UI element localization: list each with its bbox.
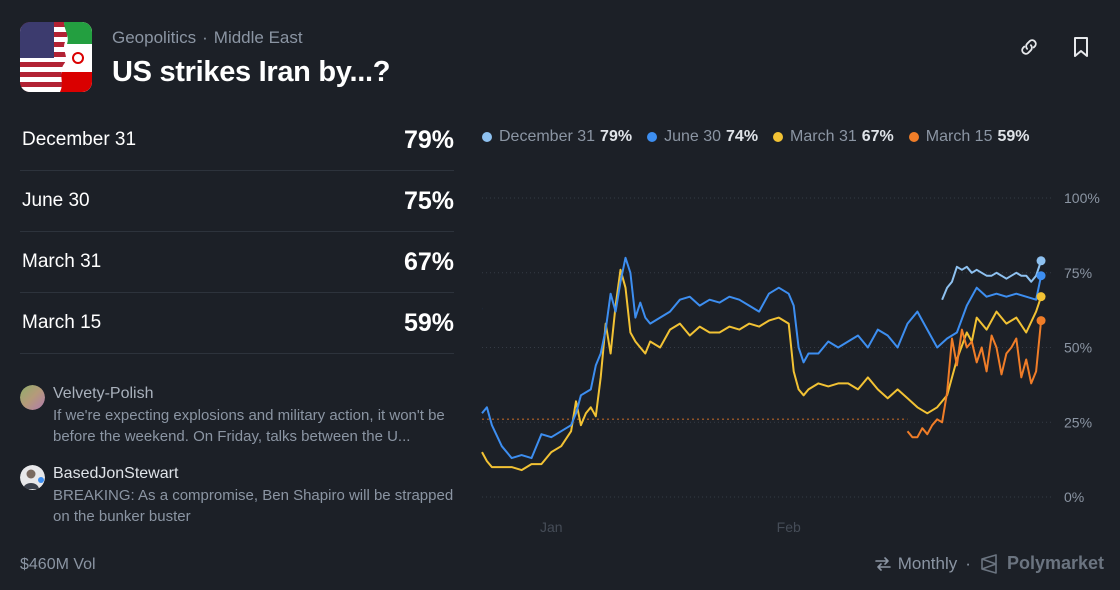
link-icon <box>1021 39 1037 55</box>
legend-value: 59% <box>997 128 1030 145</box>
outcome-probability: 59% <box>403 308 454 337</box>
legend-name: March 15 <box>925 128 993 145</box>
outcome-probability: 79% <box>403 125 454 154</box>
series-end-point <box>1036 316 1046 326</box>
outcome-name: March 15 <box>22 312 102 333</box>
comment-item[interactable]: BasedJonStewart BREAKING: As a compromis… <box>20 463 454 527</box>
comment-text: BREAKING: As a compromise, Ben Shapiro w… <box>53 487 454 525</box>
comment-text: If we're expecting explosions and milita… <box>53 407 445 445</box>
outcome-row-march-31[interactable]: March 31 67% <box>20 232 454 293</box>
comment-username[interactable]: Velvety-Polish <box>53 385 154 402</box>
bookmark-button[interactable] <box>1066 32 1096 62</box>
series-line <box>481 256 1043 460</box>
legend-swatch <box>647 132 658 142</box>
series-line <box>941 260 1043 301</box>
polymarket-logo-icon <box>981 553 997 574</box>
comment-username[interactable]: BasedJonStewart <box>53 465 179 482</box>
series-end-point <box>1036 271 1046 281</box>
series-end-point <box>1036 256 1046 266</box>
outcome-probability: 67% <box>403 247 454 276</box>
outcome-row-december-31[interactable]: December 31 79% <box>20 110 454 171</box>
series-line <box>481 268 1043 472</box>
legend-item-december-31: December 31 79% <box>482 128 632 146</box>
market-title: US strikes Iran by...? <box>112 56 391 88</box>
legend-name: December 31 <box>499 128 596 145</box>
y-tick-label: 100% <box>1064 190 1100 206</box>
outcome-list: December 31 79% June 30 75% March 31 67%… <box>20 110 454 354</box>
brand-name: Polymarket <box>1006 553 1104 573</box>
comment-item[interactable]: Velvety-Polish If we're expecting explos… <box>20 383 454 447</box>
outcome-probability: 75% <box>403 186 454 215</box>
breadcrumb-subcategory[interactable]: Middle East <box>213 28 303 47</box>
legend-value: 74% <box>726 128 759 145</box>
volume-label: $460M Vol <box>20 556 96 573</box>
series-line <box>906 320 1043 439</box>
swap-icon[interactable] <box>874 555 892 573</box>
y-tick-label: 75% <box>1064 265 1092 281</box>
bookmark-icon <box>1074 37 1088 57</box>
footer-separator: · <box>965 553 971 573</box>
legend-value: 79% <box>600 128 633 145</box>
legend-name: March 31 <box>790 128 857 145</box>
x-tick-label: Feb <box>777 519 801 535</box>
breadcrumb-separator: · <box>202 28 208 47</box>
legend-value: 67% <box>861 128 894 145</box>
outcome-name: June 30 <box>22 190 90 211</box>
market-logo-flags <box>20 22 92 92</box>
avatar[interactable] <box>20 385 45 410</box>
legend-item-march-31: March 31 67% <box>773 128 894 146</box>
x-tick-label: Jan <box>540 519 563 535</box>
chart-legend: December 31 79% June 30 74% March 31 67%… <box>482 128 1045 146</box>
copy-link-button[interactable] <box>1014 32 1044 62</box>
comment-feed: Velvety-Polish If we're expecting explos… <box>20 383 454 543</box>
outcome-name: March 31 <box>22 251 102 272</box>
outcome-row-march-15[interactable]: March 15 59% <box>20 293 454 354</box>
avatar[interactable] <box>20 465 45 490</box>
legend-swatch <box>773 132 784 142</box>
breadcrumb-category[interactable]: Geopolitics <box>112 28 197 47</box>
y-tick-label: 0% <box>1064 489 1084 505</box>
y-tick-label: 50% <box>1064 340 1092 356</box>
legend-swatch <box>908 132 919 142</box>
legend-item-june-30: June 30 74% <box>647 128 758 146</box>
outcome-name: December 31 <box>22 129 137 150</box>
y-tick-label: 25% <box>1064 414 1092 430</box>
series-end-point <box>1036 292 1046 302</box>
interval-toggle[interactable]: Monthly <box>897 553 958 573</box>
chart-footer: Monthly · Polymarket <box>874 553 1104 574</box>
legend-item-march-15: March 15 59% <box>908 128 1030 146</box>
outcome-row-june-30[interactable]: June 30 75% <box>20 171 454 232</box>
breadcrumb: Geopolitics · Middle East <box>112 28 303 48</box>
market-header: Geopolitics · Middle East US strikes Iran … <box>20 20 1100 94</box>
legend-name: June 30 <box>664 128 722 145</box>
legend-swatch <box>482 132 492 142</box>
